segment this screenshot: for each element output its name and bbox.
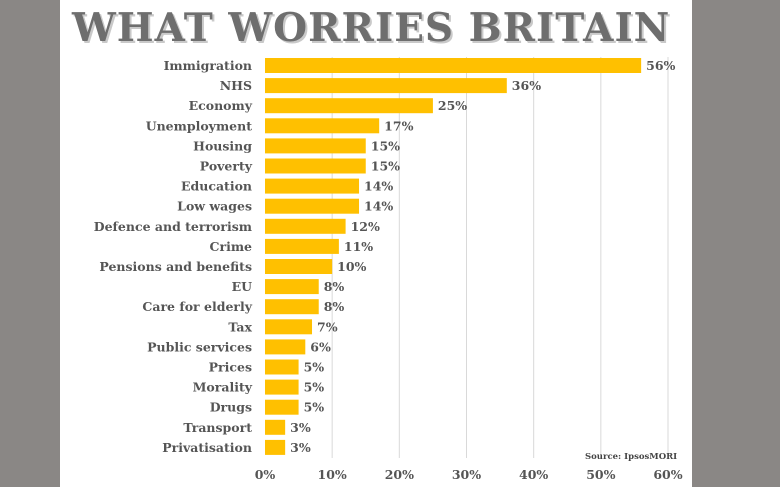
value-label: 12% — [351, 219, 380, 234]
x-tick-labels: 0% 10% 20% 30% 40% 50% 60% — [255, 467, 683, 482]
value-labels: 56% 36% 25% 17% 15% 15% 14% 14% 12% 11% 10% 8% 8% 7% 6… — [290, 58, 675, 455]
category-label: Crime — [210, 239, 253, 254]
bar — [265, 58, 642, 73]
value-label: 14% — [364, 199, 393, 214]
bar — [265, 339, 306, 355]
value-label: 5% — [304, 360, 325, 375]
bars — [265, 58, 642, 455]
category-label: Defence and terrorism — [94, 219, 252, 234]
value-label: 15% — [371, 159, 400, 174]
value-label: 8% — [324, 299, 345, 314]
bar — [265, 319, 313, 335]
bar — [265, 78, 507, 94]
source-note: Source: IpsosMORI — [585, 452, 677, 462]
bar — [265, 158, 366, 174]
category-label: Transport — [183, 420, 252, 435]
value-label: 3% — [290, 420, 311, 435]
x-tick-label: 60% — [653, 467, 682, 482]
bar — [265, 359, 299, 375]
category-label: Privatisation — [162, 440, 252, 455]
value-label: 5% — [304, 400, 325, 415]
value-label: 3% — [290, 440, 311, 455]
bar — [265, 399, 299, 415]
bar — [265, 279, 319, 295]
value-label: 14% — [364, 179, 393, 194]
category-label: Immigration — [164, 58, 252, 73]
category-labels: Immigration NHS Economy Unemployment Housing… — [94, 58, 253, 455]
value-label: 17% — [384, 118, 413, 133]
category-label: Unemployment — [146, 118, 253, 133]
x-tick-label: 50% — [586, 467, 615, 482]
bar — [265, 379, 299, 395]
bar — [265, 238, 339, 254]
category-label: Prices — [209, 360, 252, 375]
category-label: Morality — [193, 380, 253, 395]
x-tick-label: 30% — [452, 467, 481, 482]
x-tick-label: 0% — [255, 467, 276, 482]
value-label: 5% — [304, 380, 325, 395]
category-label: Care for elderly — [142, 299, 252, 314]
bar — [265, 419, 286, 435]
category-label: Low wages — [177, 199, 252, 214]
value-label: 10% — [337, 259, 366, 274]
value-label: 8% — [324, 279, 345, 294]
category-label: Public services — [147, 339, 252, 354]
bar — [265, 198, 360, 214]
category-label: Tax — [228, 319, 252, 334]
value-label: 15% — [371, 138, 400, 153]
value-label: 11% — [344, 239, 373, 254]
category-label: Housing — [193, 138, 252, 153]
value-label: 36% — [512, 78, 541, 93]
x-tick-label: 20% — [385, 467, 414, 482]
bar — [265, 218, 346, 234]
category-label: Drugs — [210, 400, 252, 415]
category-label: EU — [232, 279, 253, 294]
chart-title: WHAT WORRIES BRITAIN — [72, 5, 671, 51]
value-label: 56% — [646, 58, 675, 73]
category-label: Education — [181, 179, 252, 194]
x-tick-label: 10% — [318, 467, 347, 482]
bar — [265, 259, 333, 274]
bar — [265, 299, 319, 315]
bar — [265, 178, 360, 194]
category-label: NHS — [220, 78, 252, 93]
x-tick-label: 40% — [519, 467, 548, 482]
bar — [265, 138, 366, 154]
category-label: Pensions and benefits — [99, 259, 252, 274]
value-label: 25% — [438, 98, 467, 113]
bar — [265, 439, 286, 455]
value-label: 6% — [310, 339, 331, 354]
bar — [265, 98, 433, 114]
bar — [265, 118, 380, 134]
value-label: 7% — [317, 319, 338, 334]
category-label: Economy — [189, 98, 253, 113]
gridlines — [331, 57, 669, 458]
category-label: Poverty — [200, 159, 253, 174]
